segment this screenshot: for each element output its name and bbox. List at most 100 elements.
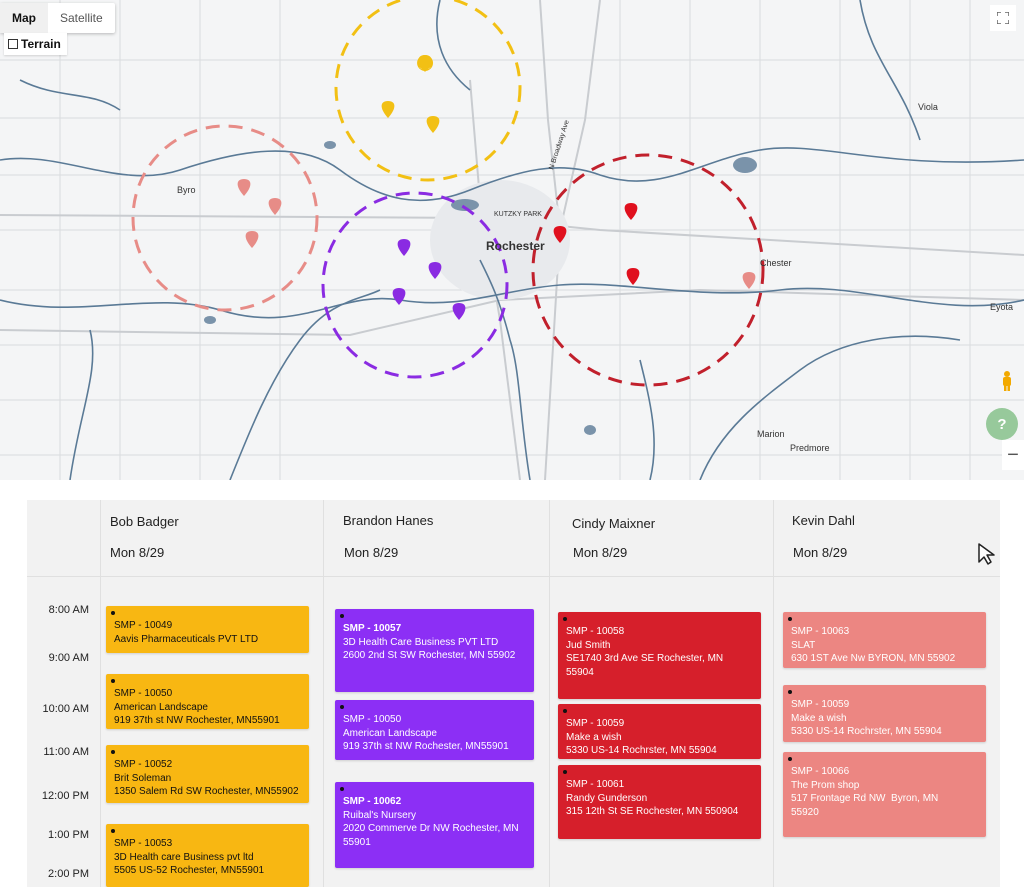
job-detail: Jud Smith bbox=[566, 639, 611, 651]
map-type-satellite-button[interactable]: Satellite bbox=[60, 11, 103, 25]
label-rochester: Rochester bbox=[486, 239, 545, 253]
label-chester: Chester bbox=[760, 258, 792, 268]
job-id: SMP - 10061 bbox=[566, 779, 625, 790]
job-detail: American Landscape bbox=[114, 701, 208, 713]
job-id: SMP - 10058 bbox=[566, 626, 625, 637]
job-address: 1350 Salem Rd SW Rochester, MN55902 bbox=[114, 786, 299, 797]
job-address: 55920 bbox=[791, 806, 819, 818]
zoom-out-button[interactable]: − bbox=[1002, 440, 1024, 470]
map-canvas[interactable]: Rochester KUTZKY PARK Byro Chester Viola… bbox=[0, 0, 1024, 480]
job-card[interactable]: SMP - 10057 3D Health Care Business PVT … bbox=[335, 609, 534, 692]
job-detail: 3D Health care Business pvt ltd bbox=[114, 851, 254, 863]
job-address: SE1740 3rd Ave SE Rochester, MN 55904 bbox=[566, 653, 726, 678]
job-card[interactable]: SMP - 10062 Ruibal's Nursery 2020 Commer… bbox=[335, 782, 534, 868]
map-pin-yellow bbox=[426, 116, 440, 133]
tech-date-brandon: Mon 8/29 bbox=[344, 545, 399, 560]
job-card[interactable]: SMP - 10053 3D Health care Business pvt … bbox=[106, 824, 309, 887]
map-pin-purple bbox=[452, 303, 466, 320]
tech-date-kevin: Mon 8/29 bbox=[793, 545, 848, 560]
time-slot-label: 2:00 PM bbox=[48, 868, 89, 880]
job-card[interactable]: SMP - 10059 Make a wish 5330 US-14 Rochr… bbox=[558, 704, 761, 759]
minus-icon: − bbox=[1007, 443, 1019, 466]
job-id: SMP - 10063 bbox=[791, 626, 850, 637]
label-predmore: Predmore bbox=[790, 443, 830, 453]
zone-circle-bob bbox=[334, 0, 522, 182]
job-id: SMP - 10059 bbox=[566, 718, 625, 729]
status-dot bbox=[340, 787, 344, 791]
help-button[interactable]: ? bbox=[986, 408, 1018, 440]
status-dot bbox=[563, 617, 567, 621]
help-icon: ? bbox=[997, 415, 1007, 433]
status-dot bbox=[563, 770, 567, 774]
label-eyota: Eyota bbox=[990, 302, 1013, 312]
job-id: SMP - 10050 bbox=[114, 688, 173, 699]
job-card[interactable]: SMP - 10061 Randy Gunderson 315 12th St … bbox=[558, 765, 761, 839]
map-type-map-button[interactable]: Map bbox=[0, 3, 48, 33]
map-view[interactable]: Rochester KUTZKY PARK Byro Chester Viola… bbox=[0, 0, 1024, 480]
job-id: SMP - 10059 bbox=[791, 699, 850, 710]
job-address: 919 37th st NW Rochester, MN55901 bbox=[343, 741, 509, 752]
job-address: 55901 bbox=[343, 836, 371, 848]
status-dot bbox=[111, 750, 115, 754]
status-dot bbox=[111, 829, 115, 833]
job-address: 5330 US-14 Rochrster, MN 55904 bbox=[791, 726, 942, 737]
job-card[interactable]: SMP - 10066 The Prom shop 517 Frontage R… bbox=[783, 752, 986, 837]
job-detail: Make a wish bbox=[791, 712, 847, 724]
job-address: 5505 US-52 Rochester, MN55901 bbox=[114, 865, 265, 876]
map-pin-pink bbox=[237, 179, 251, 196]
map-pin-purple bbox=[392, 288, 406, 305]
map-pin-red bbox=[624, 203, 638, 220]
job-id: SMP - 10066 bbox=[791, 766, 850, 777]
pegman-icon[interactable] bbox=[1000, 370, 1014, 392]
job-address: 315 12th St SE Rochester, MN 550904 bbox=[566, 806, 739, 817]
status-dot bbox=[788, 617, 792, 621]
column-divider bbox=[773, 500, 774, 887]
job-card[interactable]: SMP - 10049 Aavis Pharmaceuticals PVT LT… bbox=[106, 606, 309, 653]
terrain-checkbox[interactable]: Terrain bbox=[4, 33, 67, 55]
job-card[interactable]: SMP - 10058 Jud Smith SE1740 3rd Ave SE … bbox=[558, 612, 761, 699]
dispatch-scheduler: Bob Badger Mon 8/29 Brandon Hanes Mon 8/… bbox=[27, 500, 1000, 887]
map-pin-pink bbox=[245, 231, 259, 248]
job-id: SMP - 10057 bbox=[343, 623, 402, 634]
job-detail: Make a wish bbox=[566, 731, 622, 743]
zone-circle-brandon bbox=[321, 191, 509, 379]
job-id: SMP - 10062 bbox=[343, 796, 402, 807]
tech-date-cindy: Mon 8/29 bbox=[573, 545, 628, 560]
fullscreen-button[interactable] bbox=[990, 5, 1016, 31]
time-slot-label: 1:00 PM bbox=[48, 829, 89, 841]
label-viola: Viola bbox=[918, 102, 938, 112]
job-card[interactable]: SMP - 10059 Make a wish 5330 US-14 Rochr… bbox=[783, 685, 986, 742]
job-card[interactable]: SMP - 10063 SLAT 630 1ST Ave Nw BYRON, M… bbox=[783, 612, 986, 668]
map-type-control: Map Satellite bbox=[0, 3, 115, 33]
job-card[interactable]: SMP - 10052 Brit Soleman 1350 Salem Rd S… bbox=[106, 745, 309, 803]
label-marion: Marion bbox=[757, 429, 785, 439]
job-id: SMP - 10049 bbox=[114, 620, 173, 631]
job-card[interactable]: SMP - 10050 American Landscape 919 37th … bbox=[335, 700, 534, 760]
checkbox-icon bbox=[8, 39, 18, 49]
time-slot-label: 9:00 AM bbox=[48, 652, 89, 664]
job-detail: The Prom shop bbox=[791, 779, 860, 791]
job-card[interactable]: SMP - 10050 American Landscape 919 37th … bbox=[106, 674, 309, 729]
map-pin-pink bbox=[742, 272, 756, 289]
tech-date-bob: Mon 8/29 bbox=[110, 545, 165, 560]
job-id: SMP - 10052 bbox=[114, 759, 173, 770]
status-dot bbox=[340, 614, 344, 618]
zone-circle-cindy bbox=[531, 153, 765, 387]
map-pin-pink bbox=[268, 198, 282, 215]
job-detail: SLAT bbox=[791, 639, 816, 651]
tech-name-brandon[interactable]: Brandon Hanes bbox=[343, 513, 434, 528]
tech-name-cindy[interactable]: Cindy Maixner bbox=[572, 516, 656, 531]
job-detail: Aavis Pharmaceuticals PVT LTD bbox=[114, 633, 259, 645]
job-address: 2600 2nd St SW Rochester, MN 55902 bbox=[343, 650, 516, 661]
status-dot bbox=[111, 679, 115, 683]
map-pin-purple bbox=[397, 239, 411, 256]
label-kutzky-park: KUTZKY PARK bbox=[494, 211, 542, 218]
map-pin-yellow bbox=[418, 55, 432, 72]
fullscreen-icon bbox=[997, 12, 1009, 24]
tech-name-bob[interactable]: Bob Badger bbox=[110, 514, 179, 529]
job-id: SMP - 10050 bbox=[343, 714, 402, 725]
tech-name-kevin[interactable]: Kevin Dahl bbox=[792, 513, 855, 528]
status-dot bbox=[788, 690, 792, 694]
column-divider bbox=[549, 500, 550, 887]
map-pins bbox=[237, 55, 756, 320]
